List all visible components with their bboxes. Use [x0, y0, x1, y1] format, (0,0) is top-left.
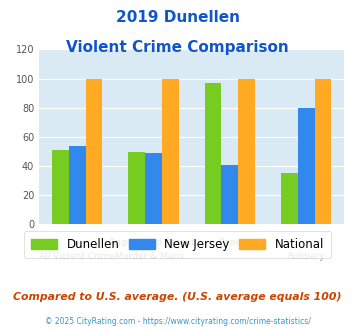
- Text: Rape: Rape: [218, 238, 241, 247]
- Bar: [145, 153, 162, 224]
- Bar: [162, 79, 179, 224]
- Bar: [86, 79, 102, 224]
- Bar: [222, 165, 238, 224]
- Text: Robbery: Robbery: [288, 252, 325, 261]
- Bar: [315, 79, 331, 224]
- Text: © 2025 CityRating.com - https://www.cityrating.com/crime-statistics/: © 2025 CityRating.com - https://www.city…: [45, 317, 310, 326]
- Text: All Violent Crime: All Violent Crime: [39, 252, 115, 261]
- Text: Violent Crime Comparison: Violent Crime Comparison: [66, 40, 289, 54]
- Text: 2019 Dunellen: 2019 Dunellen: [115, 10, 240, 25]
- Bar: [281, 173, 298, 224]
- Text: Aggravated Assault: Aggravated Assault: [109, 238, 198, 247]
- Bar: [205, 83, 222, 224]
- Bar: [69, 146, 86, 224]
- Text: Compared to U.S. average. (U.S. average equals 100): Compared to U.S. average. (U.S. average …: [13, 292, 342, 302]
- Bar: [129, 151, 145, 224]
- Text: Murder & Mans...: Murder & Mans...: [115, 252, 192, 261]
- Bar: [52, 150, 69, 224]
- Bar: [238, 79, 255, 224]
- Legend: Dunellen, New Jersey, National: Dunellen, New Jersey, National: [24, 231, 331, 258]
- Bar: [298, 108, 315, 224]
